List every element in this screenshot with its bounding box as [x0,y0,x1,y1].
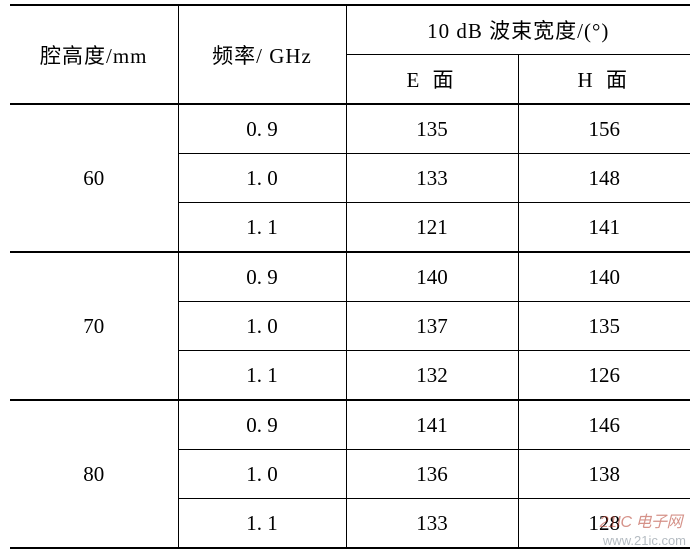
col-header-h-plane: H 面 [518,55,690,105]
h-cell: 128 [518,499,690,549]
e-cell: 133 [346,154,518,203]
e-cell: 141 [346,400,518,450]
freq-cell: 0. 9 [178,104,346,154]
col-header-frequency: 频率/ GHz [178,5,346,104]
col-header-e-plane: E 面 [346,55,518,105]
h-cell: 148 [518,154,690,203]
e-cell: 121 [346,203,518,253]
h-cell: 138 [518,450,690,499]
e-cell: 136 [346,450,518,499]
freq-cell: 1. 0 [178,154,346,203]
freq-cell: 1. 1 [178,203,346,253]
freq-cell: 1. 0 [178,302,346,351]
col-header-beamwidth-group: 10 dB 波束宽度/(°) [346,5,690,55]
beamwidth-table-container: 腔高度/mm 频率/ GHz 10 dB 波束宽度/(°) E 面 H 面 60… [10,4,690,549]
h-cell: 146 [518,400,690,450]
e-cell: 132 [346,351,518,401]
beamwidth-table: 腔高度/mm 频率/ GHz 10 dB 波束宽度/(°) E 面 H 面 60… [10,4,690,549]
h-cell: 135 [518,302,690,351]
freq-cell: 1. 1 [178,351,346,401]
freq-cell: 1. 0 [178,450,346,499]
cavity-height-cell: 70 [10,252,178,400]
h-cell: 126 [518,351,690,401]
h-cell: 140 [518,252,690,302]
e-cell: 133 [346,499,518,549]
col-header-cavity-height: 腔高度/mm [10,5,178,104]
cavity-height-cell: 60 [10,104,178,252]
freq-cell: 0. 9 [178,400,346,450]
e-cell: 135 [346,104,518,154]
h-cell: 141 [518,203,690,253]
e-cell: 137 [346,302,518,351]
table-row: 60 0. 9 135 156 [10,104,690,154]
h-cell: 156 [518,104,690,154]
table-row: 80 0. 9 141 146 [10,400,690,450]
e-cell: 140 [346,252,518,302]
freq-cell: 0. 9 [178,252,346,302]
table-header-row-1: 腔高度/mm 频率/ GHz 10 dB 波束宽度/(°) [10,5,690,55]
cavity-height-cell: 80 [10,400,178,548]
table-row: 70 0. 9 140 140 [10,252,690,302]
freq-cell: 1. 1 [178,499,346,549]
